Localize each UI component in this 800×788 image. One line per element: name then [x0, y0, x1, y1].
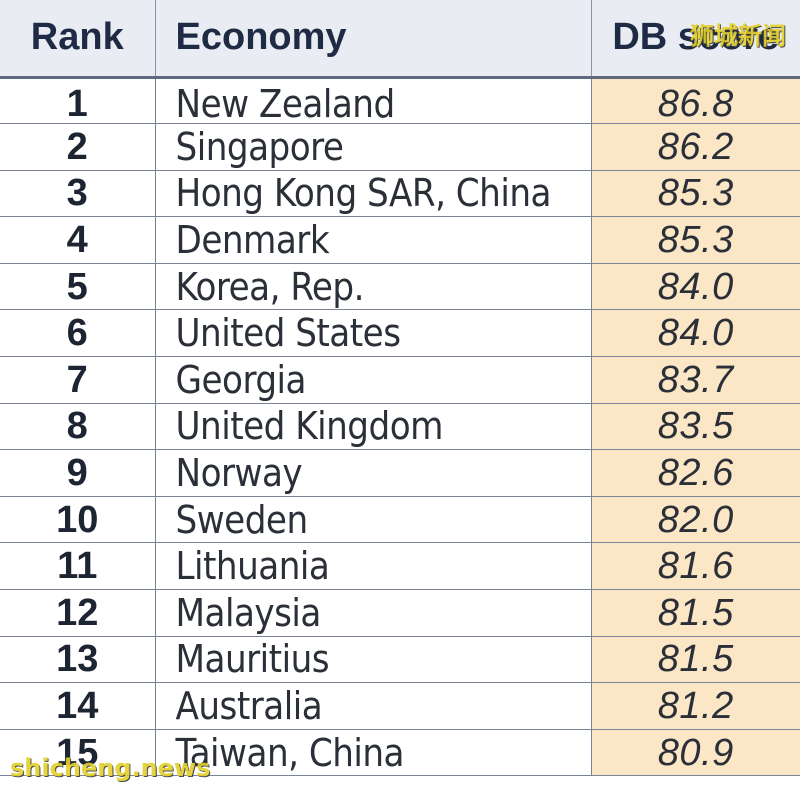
rank-cell: 9 [0, 449, 156, 497]
economy-cell: Korea, Rep. [155, 263, 592, 311]
score-cell: 82.6 [591, 449, 800, 497]
rank-cell: 14 [0, 682, 156, 730]
header-economy: Economy [155, 0, 592, 79]
table-row: 6 United States 84.0 [0, 309, 800, 358]
score-cell: 84.0 [591, 263, 800, 311]
economy-cell: United States [155, 309, 592, 358]
rank-cell: 10 [0, 496, 156, 544]
header-db-score: DB score [591, 0, 800, 79]
economy-cell: New Zealand [155, 77, 592, 125]
score-cell: 82.0 [591, 496, 800, 544]
rank-cell: 1 [0, 77, 156, 125]
score-cell: 81.5 [591, 636, 800, 684]
table-row: 8 United Kingdom 83.5 [0, 403, 800, 451]
table-row: 2 Singapore 86.2 [0, 123, 800, 171]
rank-cell: 4 [0, 216, 156, 264]
rank-cell: 2 [0, 123, 156, 171]
table-row: 7 Georgia 83.7 [0, 356, 800, 404]
economy-cell: Lithuania [155, 542, 592, 591]
table-body: 1 New Zealand 86.8 2 Singapore 86.2 3 Ho… [0, 77, 800, 777]
rank-cell: 13 [0, 636, 156, 684]
economy-cell: Norway [155, 449, 592, 497]
table-row: 11 Lithuania 81.6 [0, 542, 800, 591]
table-row: 3 Hong Kong SAR, China 85.3 [0, 170, 800, 218]
score-cell: 83.5 [591, 403, 800, 451]
header-rank: Rank [0, 0, 156, 79]
economy-cell: Denmark [155, 216, 592, 264]
score-cell: 84.0 [591, 309, 800, 358]
rank-cell: 8 [0, 403, 156, 451]
table-header: Rank Economy DB score [0, 0, 800, 79]
table-row: 9 Norway 82.6 [0, 449, 800, 497]
rank-cell: 3 [0, 170, 156, 218]
economy-cell: Malaysia [155, 589, 592, 637]
score-cell: 81.6 [591, 542, 800, 591]
table-row: 13 Mauritius 81.5 [0, 636, 800, 684]
table-row: 1 New Zealand 86.8 [0, 77, 800, 125]
score-cell: 81.2 [591, 682, 800, 730]
rank-cell: 12 [0, 589, 156, 637]
table-row: 14 Australia 81.2 [0, 682, 800, 730]
table-row: 12 Malaysia 81.5 [0, 589, 800, 637]
economy-cell: Hong Kong SAR, China [155, 170, 592, 218]
rank-cell: 5 [0, 263, 156, 311]
rank-cell: 7 [0, 356, 156, 404]
economy-cell: Mauritius [155, 636, 592, 684]
rank-cell: 15 [0, 729, 156, 777]
score-cell: 86.8 [591, 77, 800, 125]
economy-cell: Australia [155, 682, 592, 730]
score-cell: 86.2 [591, 123, 800, 171]
score-cell: 80.9 [591, 729, 800, 777]
economy-cell: Taiwan, China [155, 729, 592, 777]
rank-cell: 6 [0, 309, 156, 358]
table-row: 4 Denmark 85.3 [0, 216, 800, 264]
rank-cell: 11 [0, 542, 156, 591]
score-cell: 83.7 [591, 356, 800, 404]
economy-cell: Sweden [155, 496, 592, 544]
header-row: Rank Economy DB score [0, 0, 800, 79]
economy-cell: Georgia [155, 356, 592, 404]
score-cell: 81.5 [591, 589, 800, 637]
table-row: 15 Taiwan, China 80.9 [0, 729, 800, 777]
table-row: 5 Korea, Rep. 84.0 [0, 263, 800, 311]
score-cell: 85.3 [591, 216, 800, 264]
table-row: 10 Sweden 82.0 [0, 496, 800, 544]
economy-cell: Singapore [155, 123, 592, 171]
watermark-chinese: 狮城新闻 [690, 22, 786, 50]
score-cell: 85.3 [591, 170, 800, 218]
economy-cell: United Kingdom [155, 403, 592, 451]
watermark-domain: shicheng.news [10, 754, 211, 782]
